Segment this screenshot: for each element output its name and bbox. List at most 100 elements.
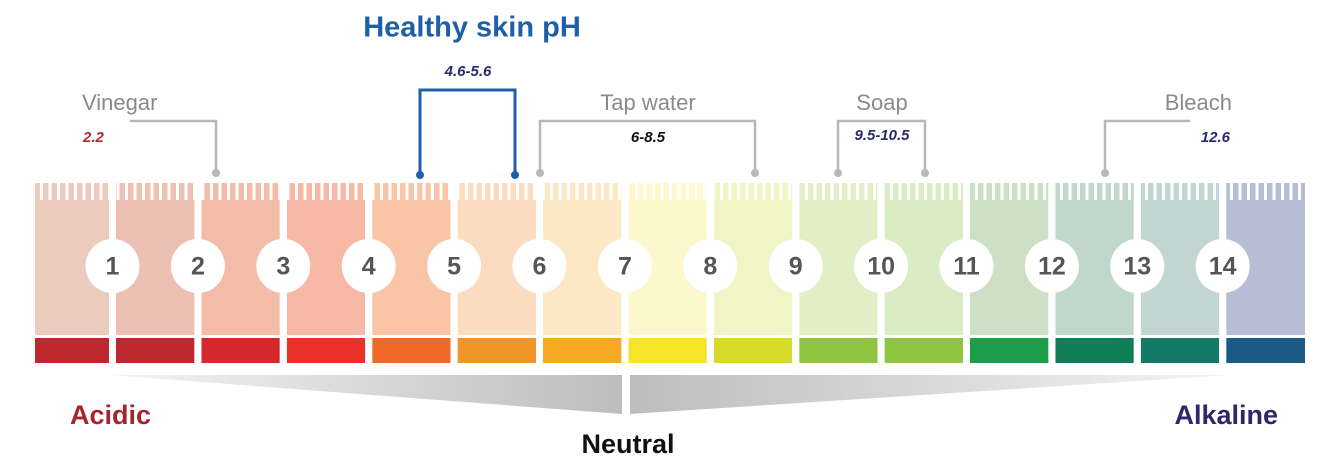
title: Healthy skin pH <box>363 12 581 44</box>
tooth-gap <box>813 183 817 200</box>
acidic-wedge <box>110 375 622 414</box>
tooth-gap <box>915 183 919 200</box>
bracket <box>836 119 927 172</box>
tooth-gap <box>227 183 230 200</box>
tooth-gap <box>524 183 528 200</box>
color-strip <box>372 338 451 363</box>
tooth-gap <box>150 183 154 200</box>
substance-ph: 2.2 <box>82 129 105 146</box>
ph-number: 8 <box>703 253 717 281</box>
color-strip <box>201 338 280 363</box>
tooth-gap <box>380 183 383 200</box>
tooth-gap <box>201 183 205 200</box>
tooth-gap <box>1170 183 1174 200</box>
tooth-gap <box>48 183 52 200</box>
ph-circle <box>341 239 396 293</box>
ph-number: 1 <box>106 253 120 281</box>
tooth-gap <box>1043 183 1046 200</box>
color-strip <box>884 338 963 363</box>
substance-name: Bleach <box>1165 90 1232 115</box>
tooth-gap <box>932 183 936 200</box>
ph-number: 2 <box>191 253 205 281</box>
substance-name: Soap <box>856 90 907 115</box>
tooth-gap <box>643 183 647 200</box>
tooth-gap <box>1238 183 1242 200</box>
scale: 1 2 3 4 5 6 7 8 9 10 11 12 13 14 <box>35 183 1305 363</box>
tooth-gap <box>439 183 443 200</box>
tooth-gap <box>176 183 179 200</box>
marker <box>536 169 544 177</box>
tooth-gap <box>465 183 468 200</box>
tooth-gap <box>805 183 808 200</box>
tooth-gap <box>1111 183 1114 200</box>
tooth-gap <box>873 183 876 200</box>
tooth-gap <box>1060 183 1063 200</box>
tooth-gap <box>295 183 298 200</box>
color-strip <box>116 338 195 363</box>
ph-circle <box>597 239 652 293</box>
tooth-gap <box>533 183 536 200</box>
tooth-gap <box>354 183 358 200</box>
tooth-gap <box>244 183 247 200</box>
tooth-gap <box>958 183 961 200</box>
tooth-gap <box>864 183 868 200</box>
ph-number: 5 <box>447 253 461 281</box>
tooth-gap <box>1230 183 1233 200</box>
tooth-gap <box>1077 183 1080 200</box>
tooth-gap <box>422 183 426 200</box>
ph-circle <box>854 239 909 293</box>
tooth-gap <box>983 183 987 200</box>
ph-number: 14 <box>1209 253 1237 281</box>
ph-number: 3 <box>276 253 290 281</box>
tooth-gap <box>822 183 825 200</box>
tooth-gap <box>1145 183 1148 200</box>
ph-number: 11 <box>953 253 980 281</box>
tooth-gap <box>754 183 757 200</box>
marker <box>1101 169 1109 177</box>
tooth-gap <box>1000 183 1004 200</box>
color-strip <box>799 338 878 363</box>
tooth-gap <box>635 183 638 200</box>
tooth-gap <box>1264 183 1267 200</box>
ph-circle <box>85 239 140 293</box>
tooth-gap <box>1153 183 1157 200</box>
tooth-gap <box>830 183 834 200</box>
ph-circle <box>683 239 738 293</box>
tooth-gap <box>431 183 434 200</box>
ph-circle <box>427 239 482 293</box>
tooth-gap <box>728 183 732 200</box>
tooth-gap <box>167 183 171 200</box>
tooth-gap <box>346 183 349 200</box>
ph-number: 13 <box>1123 253 1151 281</box>
ph-circle <box>256 239 311 293</box>
tooth-gap <box>337 183 341 200</box>
healthy-range: 4.6-5.6 <box>444 63 492 80</box>
ph-number: 6 <box>533 253 547 281</box>
tooth-gap <box>898 183 902 200</box>
tooth-gap <box>686 183 689 200</box>
color-strip <box>1140 338 1220 363</box>
tooth-gap <box>941 183 944 200</box>
tooth-gap <box>116 183 120 200</box>
substance-ph: 6-8.5 <box>631 129 666 146</box>
color-strip <box>713 338 793 363</box>
healthy-bracket <box>418 88 517 175</box>
tooth-gap <box>975 183 978 200</box>
neutral-label: Neutral <box>581 429 674 459</box>
tooth-gap <box>1247 183 1250 200</box>
tooth-gap <box>1094 183 1097 200</box>
substance-ph: 9.5-10.5 <box>854 127 910 144</box>
marker <box>212 169 220 177</box>
marker <box>921 169 929 177</box>
tooth-gap <box>1128 183 1131 200</box>
tooth-gap <box>1017 183 1021 200</box>
tooth-gap <box>363 183 366 200</box>
tooth-gap <box>159 183 162 200</box>
marker <box>834 169 842 177</box>
tooth-gap <box>839 183 842 200</box>
tooth-gap <box>1085 183 1089 200</box>
tooth-gap <box>1119 183 1123 200</box>
tooth-gap <box>91 183 94 200</box>
color-strip <box>35 338 109 363</box>
ph-number: 7 <box>618 253 632 281</box>
